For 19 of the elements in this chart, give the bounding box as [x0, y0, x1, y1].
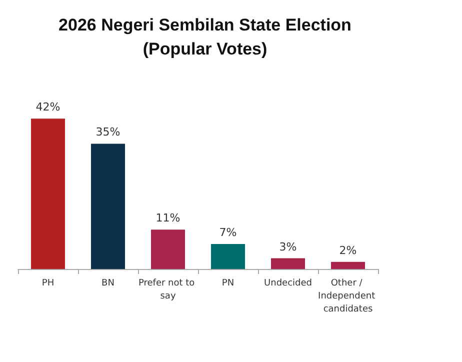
x-tick-label: Prefer not to say	[138, 278, 198, 302]
bar	[331, 262, 365, 269]
bar	[91, 144, 125, 269]
data-label: 35%	[96, 126, 120, 139]
x-tick-label: Undecided	[264, 278, 312, 288]
data-label: 7%	[219, 226, 237, 239]
data-label: 3%	[279, 240, 297, 254]
x-tick-label: PH	[42, 278, 54, 288]
bar	[271, 258, 305, 269]
data-label: 11%	[156, 212, 180, 225]
bar	[151, 230, 185, 269]
x-tick-label: Other / Independent candidates	[318, 278, 378, 314]
x-tick-label: PN	[222, 278, 234, 288]
chart-title: 2026 Negeri Sembilan State Election (Popular Votes)	[58, 16, 352, 58]
data-label: 42%	[36, 100, 60, 114]
x-tick-label: BN	[102, 278, 114, 288]
data-label: 2%	[339, 244, 357, 257]
bar	[211, 244, 245, 269]
bar	[31, 118, 65, 269]
